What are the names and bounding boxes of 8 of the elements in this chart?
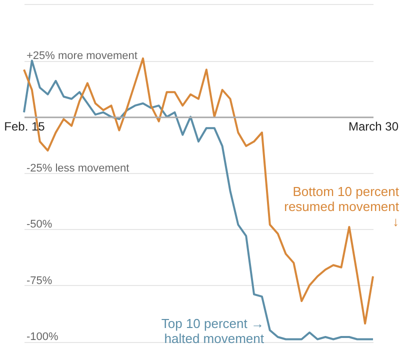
series-label: Top 10 percent → halted movement (161, 316, 264, 346)
y-tick-label: -75% (26, 274, 52, 287)
y-tick-label: -25% less movement (26, 162, 130, 174)
y-tick-label: +25% more movement (26, 50, 138, 62)
x-tick-label: March 30 (348, 119, 399, 134)
series-label: Bottom 10 percent resumed movement ↓ (284, 184, 400, 229)
y-tick-label: -50% (26, 218, 52, 231)
y-tick-label: -100% (26, 331, 59, 344)
